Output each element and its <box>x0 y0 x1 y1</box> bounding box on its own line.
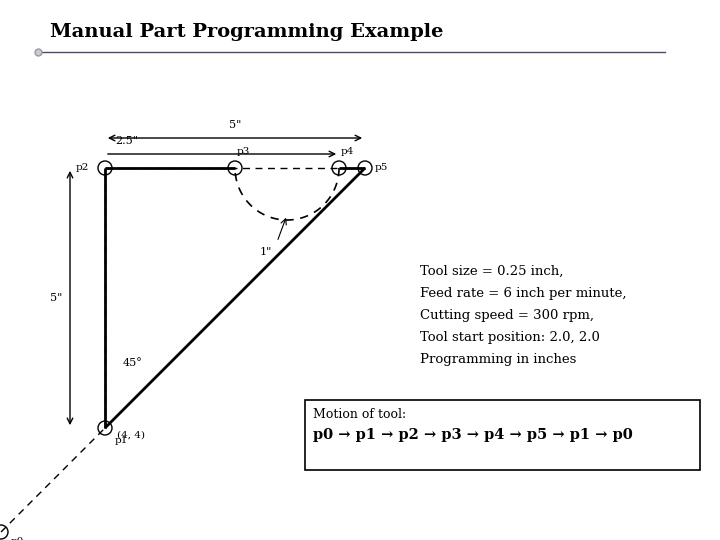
Text: 2.5": 2.5" <box>115 136 138 146</box>
Text: p0 → p1 → p2 → p3 → p4 → p5 → p1 → p0: p0 → p1 → p2 → p3 → p4 → p5 → p1 → p0 <box>313 428 633 442</box>
Text: p1: p1 <box>115 436 128 445</box>
Text: (4, 4): (4, 4) <box>117 431 145 440</box>
Text: 45°: 45° <box>123 358 143 368</box>
Text: p5: p5 <box>375 164 388 172</box>
Text: 5": 5" <box>229 120 241 130</box>
Text: Programming in inches: Programming in inches <box>420 353 577 366</box>
Text: 5": 5" <box>50 293 62 303</box>
Text: Tool start position: 2.0, 2.0: Tool start position: 2.0, 2.0 <box>420 331 600 344</box>
Text: Cutting speed = 300 rpm,: Cutting speed = 300 rpm, <box>420 309 594 322</box>
Bar <box>305 400 700 470</box>
Text: Feed rate = 6 inch per minute,: Feed rate = 6 inch per minute, <box>420 287 626 300</box>
Text: p4: p4 <box>341 147 354 156</box>
Text: p3: p3 <box>237 147 251 156</box>
Text: Motion of tool:: Motion of tool: <box>313 408 406 421</box>
Text: 1": 1" <box>260 247 272 257</box>
Text: Manual Part Programming Example: Manual Part Programming Example <box>50 23 444 41</box>
Text: Tool size = 0.25 inch,: Tool size = 0.25 inch, <box>420 265 563 278</box>
Text: p2: p2 <box>76 164 89 172</box>
Text: p0: p0 <box>11 537 24 540</box>
